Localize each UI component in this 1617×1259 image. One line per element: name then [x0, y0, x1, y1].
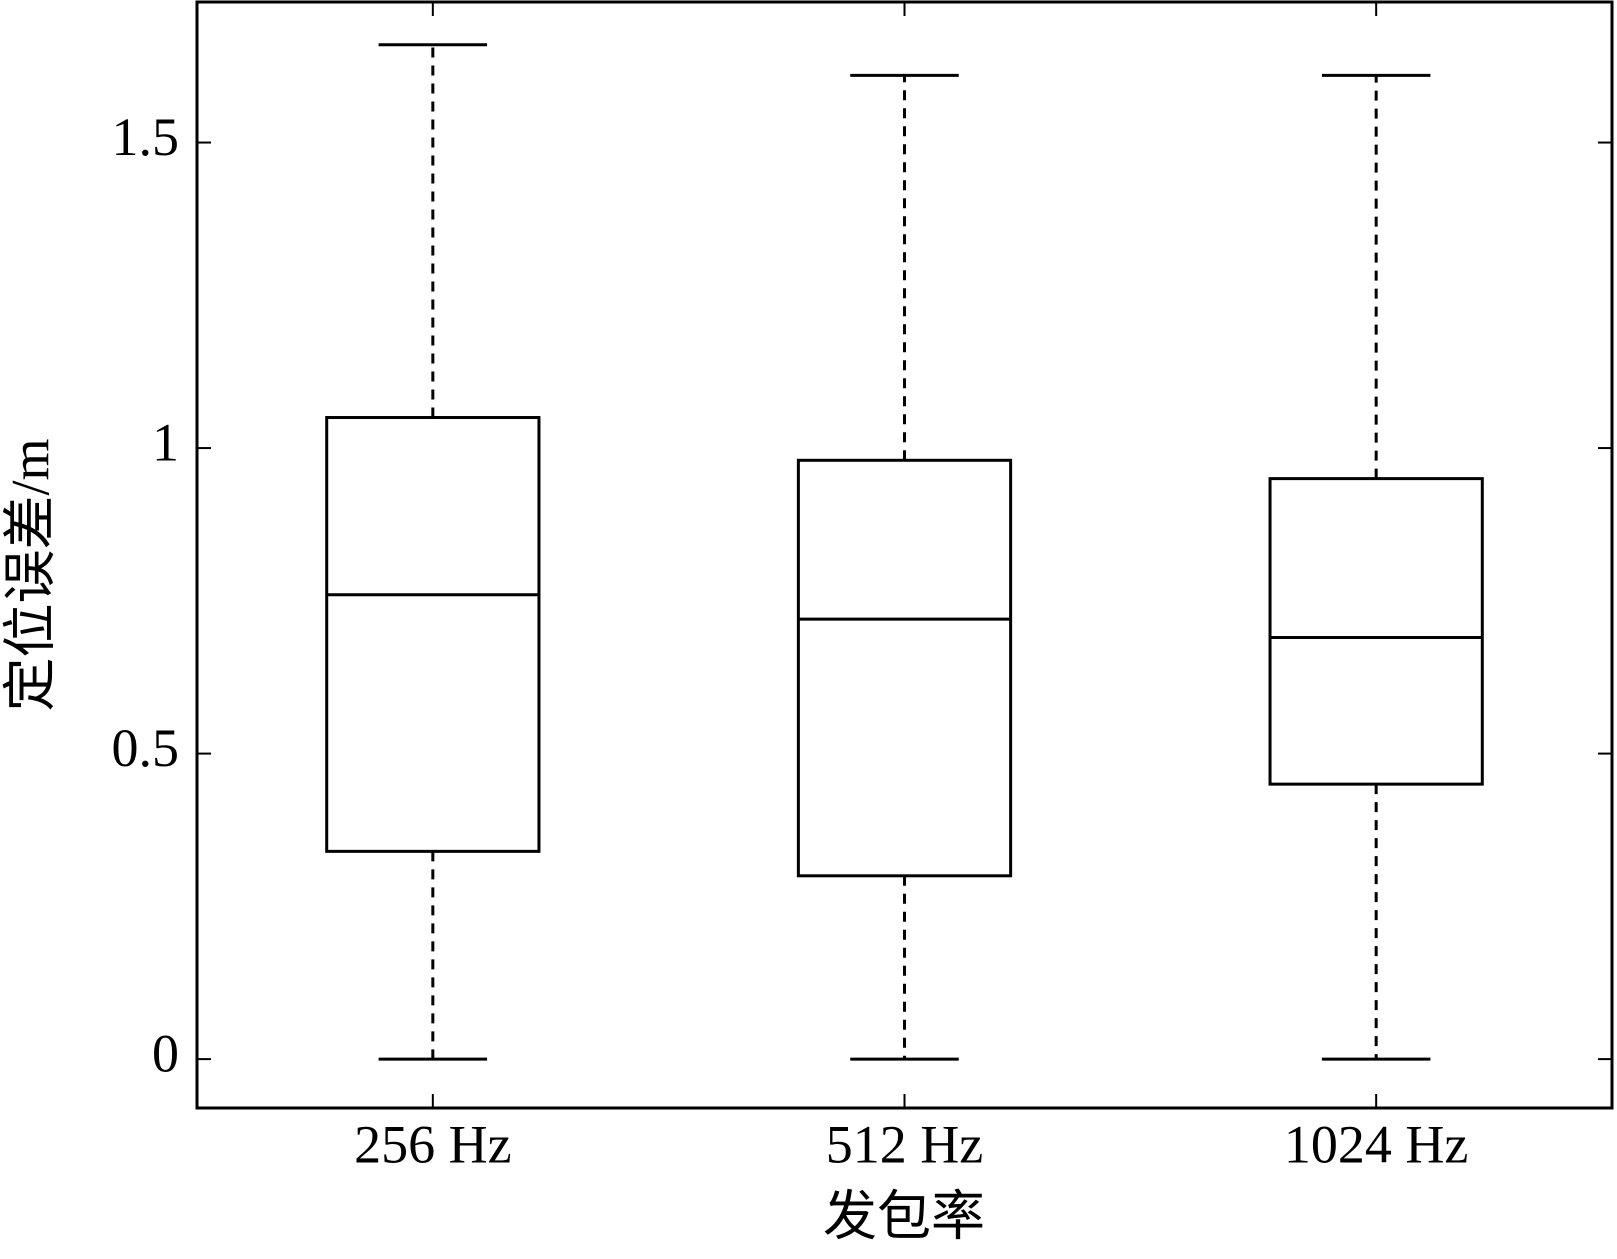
y-tick-label: 0: [152, 1024, 179, 1084]
x-tick-label: 256 Hz: [354, 1114, 511, 1174]
box: [325, 416, 541, 853]
box: [796, 458, 1013, 878]
y-tick-label: 1.5: [112, 107, 180, 167]
y-tick-label: 1: [152, 412, 179, 472]
x-tick-label: 512 Hz: [826, 1114, 983, 1174]
y-tick-label: 0.5: [112, 718, 180, 778]
x-tick-label: 1024 Hz: [1284, 1114, 1468, 1174]
x-axis-label: 发包率: [823, 1186, 985, 1246]
y-axis-label: 定位误差/m: [0, 438, 60, 711]
box: [1268, 477, 1484, 786]
